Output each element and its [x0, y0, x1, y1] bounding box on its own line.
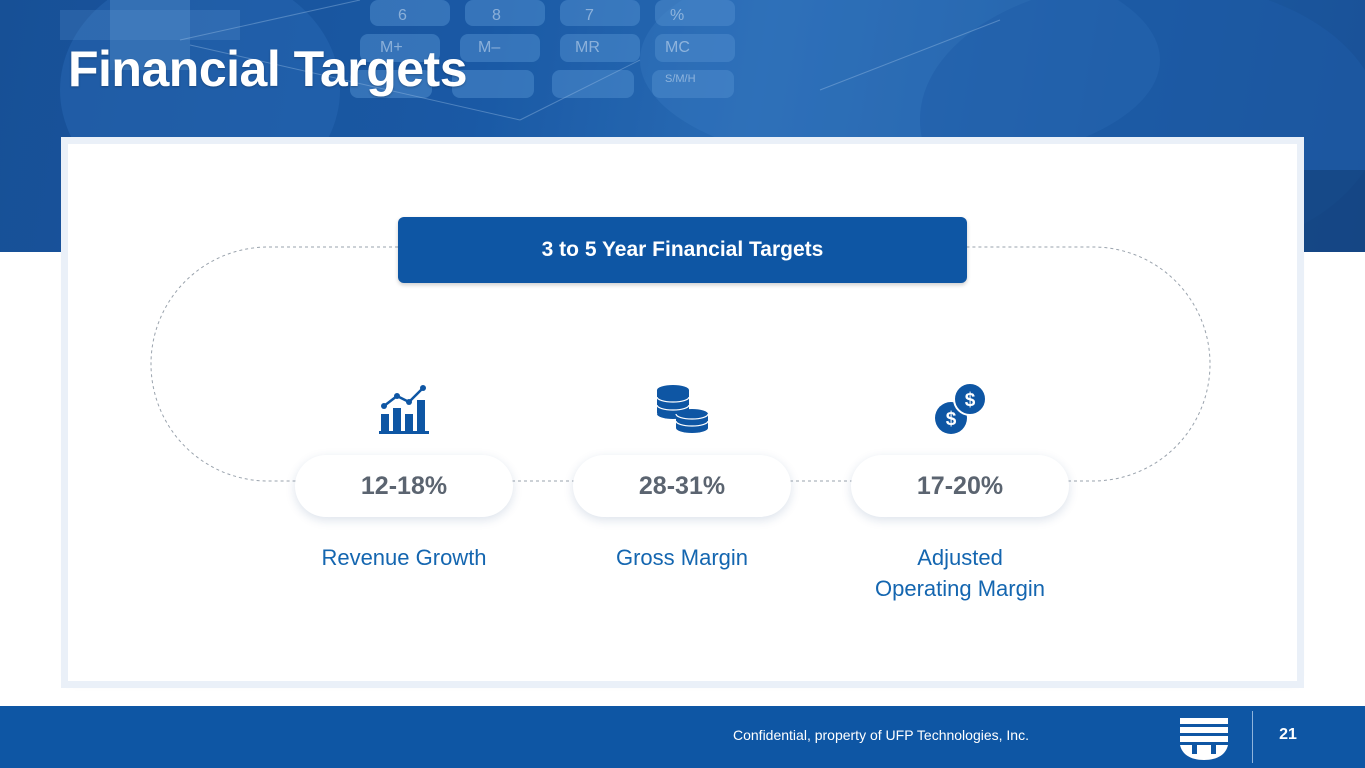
svg-text:MR: MR	[575, 39, 600, 56]
revenue-growth-value: 12-18%	[295, 455, 513, 517]
calculator-photo-overlay: 6 8 7 % M+ M– MR MC S/M/H	[0, 0, 1365, 252]
coin-stack-icon	[656, 385, 709, 433]
operating-margin-value: 17-20%	[851, 455, 1069, 517]
svg-text:%: %	[670, 7, 684, 24]
svg-text:M–: M–	[478, 39, 500, 56]
svg-text:M+: M+	[380, 39, 403, 56]
gross-margin-label: Gross Margin	[615, 545, 749, 570]
revenue-growth-label: Revenue Growth	[321, 545, 487, 570]
page-title: Financial Targets	[68, 41, 468, 97]
footer-divider	[1252, 711, 1253, 763]
svg-text:7: 7	[585, 7, 594, 24]
operating-margin-label-line2: Operating Margin	[875, 576, 1045, 601]
gross-margin-value: 28-31%	[573, 455, 791, 517]
targets-card: 3 to 5 Year Financial Targets	[68, 144, 1297, 681]
svg-text:MC: MC	[665, 39, 690, 56]
svg-text:S/M/H: S/M/H	[665, 73, 696, 85]
operating-margin-label: Adjusted Operating Margin	[830, 542, 1090, 604]
footer-bar: Confidential, property of UFP Technologi…	[0, 706, 1365, 768]
dollar-coins-icon: $ $	[935, 382, 987, 434]
growth-chart-icon	[379, 385, 429, 434]
connector-loop	[150, 246, 1211, 482]
hero-background-image: 6 8 7 % M+ M– MR MC S/M/H	[0, 0, 1365, 252]
page-number: 21	[1279, 726, 1297, 743]
targets-header: 3 to 5 Year Financial Targets	[398, 217, 967, 283]
svg-text:$: $	[946, 409, 957, 430]
ufp-logo-icon	[1180, 718, 1228, 760]
svg-text:$: $	[965, 390, 976, 411]
svg-text:6: 6	[398, 7, 407, 24]
confidential-notice: Confidential, property of UFP Technologi…	[733, 727, 1029, 743]
operating-margin-label-line1: Adjusted	[917, 545, 1003, 570]
svg-text:8: 8	[492, 7, 501, 24]
